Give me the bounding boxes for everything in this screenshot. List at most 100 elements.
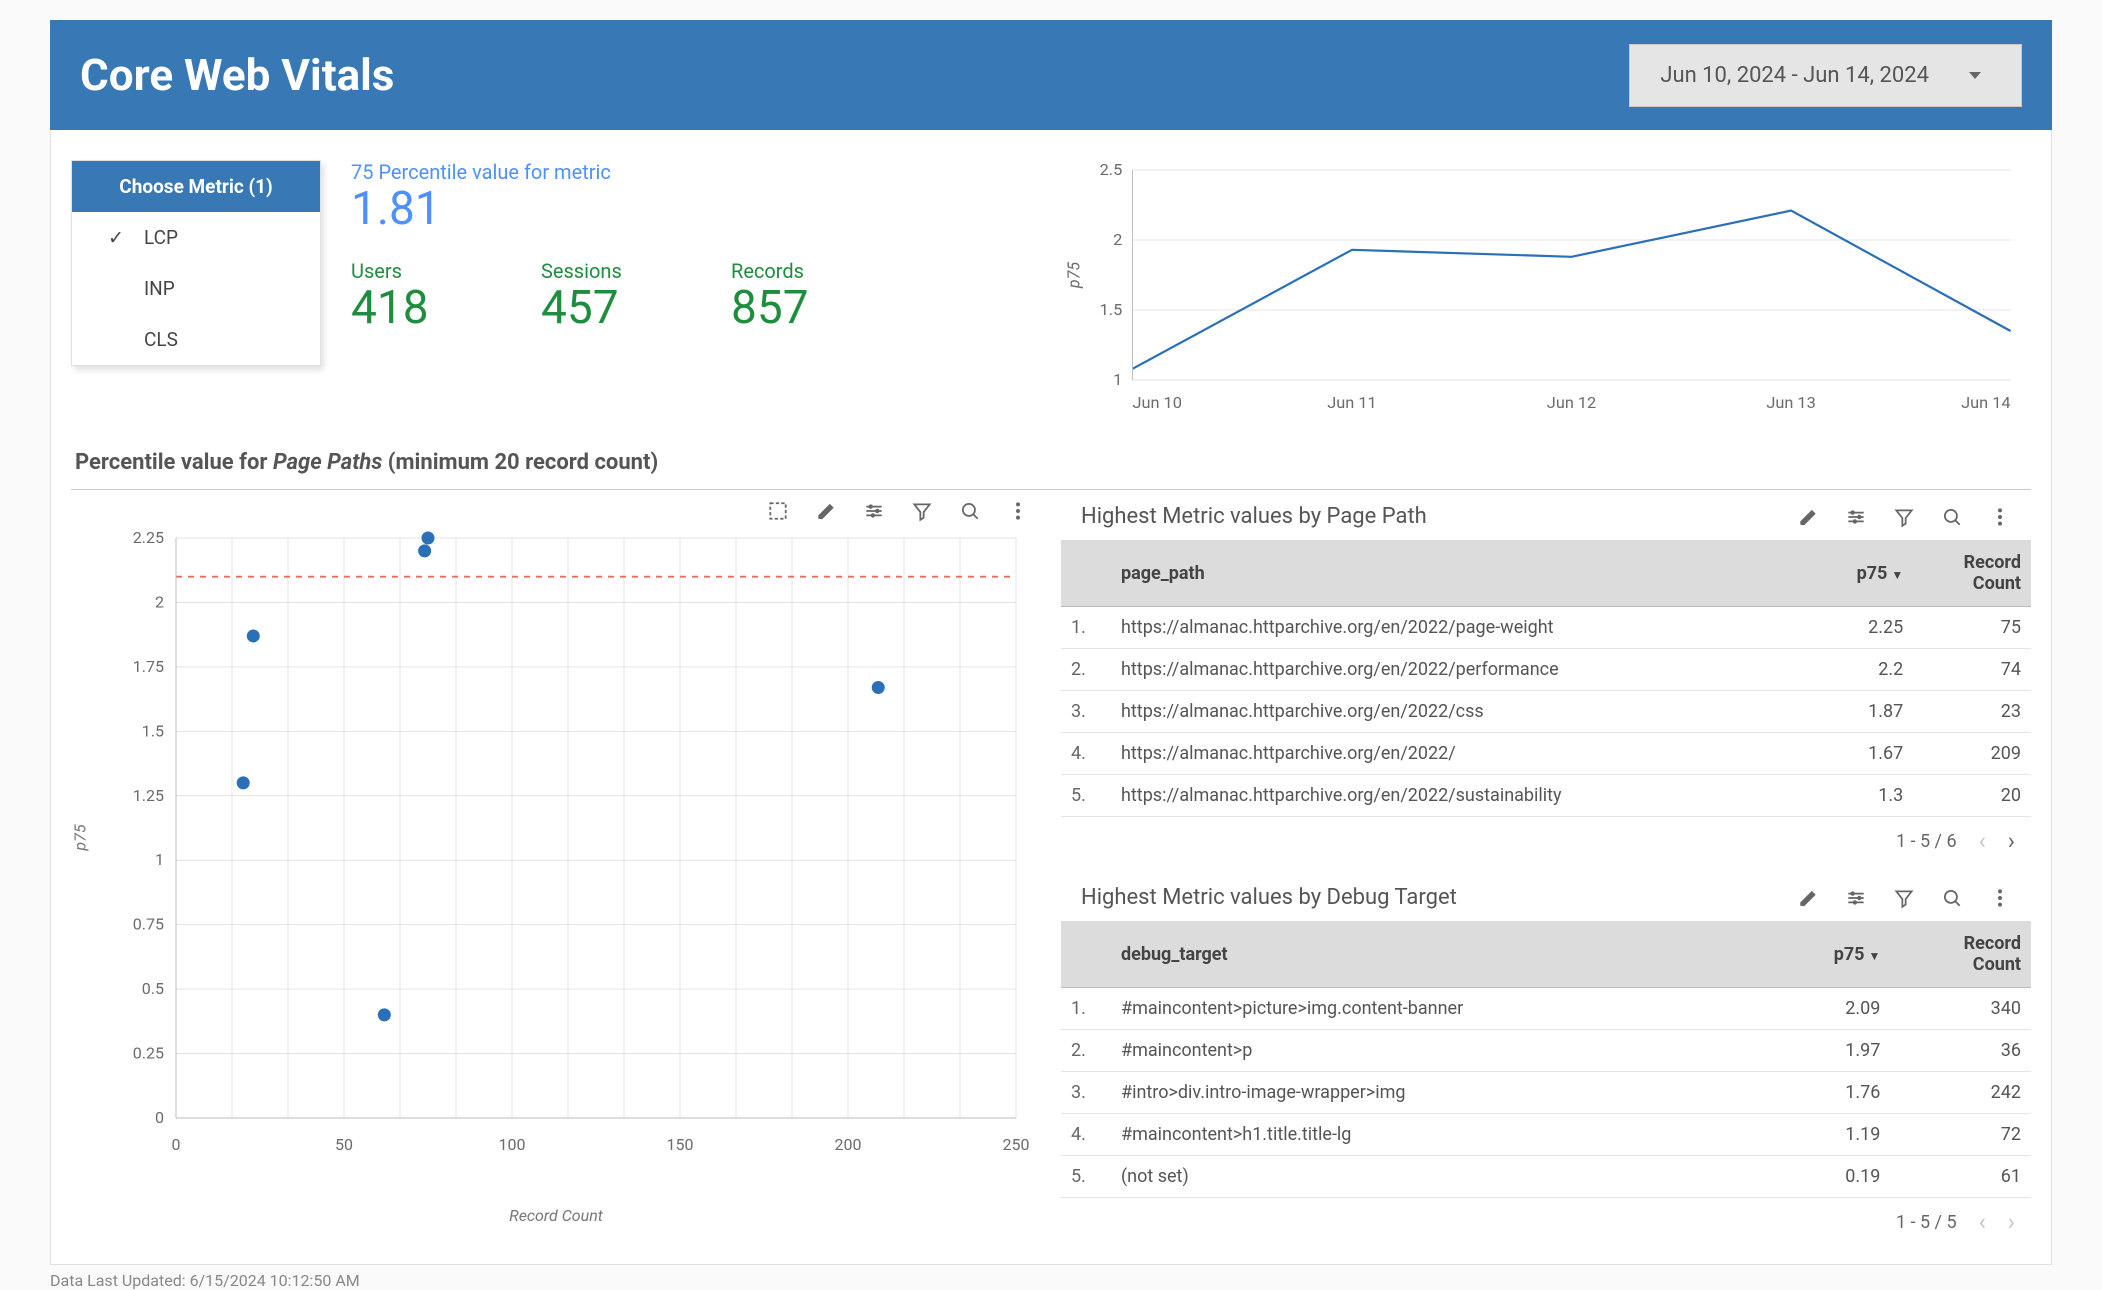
cell: 72	[1890, 1114, 2031, 1156]
zoom-icon[interactable]	[1941, 887, 1963, 909]
metric-option-label: INP	[144, 277, 175, 300]
chevron-down-icon	[1969, 72, 1981, 79]
svg-text:2.25: 2.25	[133, 528, 164, 547]
edit-icon[interactable]	[1797, 887, 1819, 909]
row-index: 5.	[1061, 775, 1111, 817]
metric-option-cls[interactable]: CLS	[72, 314, 320, 365]
pager-prev-button: ‹	[1979, 1208, 1986, 1236]
more-icon[interactable]	[1007, 500, 1029, 522]
cell: 61	[1890, 1156, 2031, 1198]
scatter-chart: 05010015020025000.250.50.7511.251.51.752…	[71, 528, 1041, 1208]
table-row[interactable]: 3.#intro>div.intro-image-wrapper>img1.76…	[1061, 1072, 2031, 1114]
svg-text:250: 250	[1003, 1135, 1030, 1154]
svg-text:1.75: 1.75	[133, 657, 164, 676]
svg-text:0.25: 0.25	[133, 1044, 164, 1063]
edit-icon[interactable]	[1797, 506, 1819, 528]
filter-icon[interactable]	[1893, 887, 1915, 909]
cell: https://almanac.httparchive.org/en/2022/…	[1111, 649, 1812, 691]
row-index: 4.	[1061, 1114, 1111, 1156]
svg-text:Jun 12: Jun 12	[1547, 393, 1596, 412]
scatter-x-axis-label: Record Count	[71, 1206, 1041, 1225]
cell: https://almanac.httparchive.org/en/2022/	[1111, 733, 1812, 775]
table-target-pager: 1 - 5 / 5 ‹ ›	[1061, 1198, 2031, 1254]
cell: 20	[1913, 775, 2031, 817]
records-value: 857	[731, 283, 921, 334]
section-title-em: Page Paths	[273, 450, 382, 475]
svg-text:Jun 13: Jun 13	[1766, 393, 1815, 412]
cell: 1.19	[1769, 1114, 1890, 1156]
svg-text:Jun 11: Jun 11	[1327, 393, 1376, 412]
table-row[interactable]: 5.(not set)0.1961	[1061, 1156, 2031, 1198]
column-header[interactable]: p75▼	[1812, 540, 1913, 607]
users-value: 418	[351, 283, 541, 334]
svg-text:p75: p75	[1064, 262, 1083, 289]
date-range-label: Jun 10, 2024 - Jun 14, 2024	[1660, 63, 1929, 88]
table-row[interactable]: 4.#maincontent>h1.title.title-lg1.1972	[1061, 1114, 2031, 1156]
metric-option-inp[interactable]: INP	[72, 263, 320, 314]
table-debug-target: Highest Metric values by Debug Target de…	[1061, 879, 2031, 1254]
more-icon[interactable]	[1989, 506, 2011, 528]
row-index: 3.	[1061, 691, 1111, 733]
metric-selector-header: Choose Metric (1)	[72, 161, 320, 212]
tune-icon[interactable]	[1845, 506, 1867, 528]
kpi-block: Choose Metric (1) ✓LCP INP CLS 75 Percenti…	[71, 160, 1041, 366]
cell: 242	[1890, 1072, 2031, 1114]
scatter-y-axis-label: p75	[71, 824, 90, 850]
cell: https://almanac.httparchive.org/en/2022/…	[1111, 691, 1812, 733]
users-label: Users	[351, 259, 541, 283]
zoom-icon[interactable]	[959, 500, 981, 522]
column-header[interactable]: debug_target	[1111, 921, 1769, 988]
section-title-prefix: Percentile value for	[75, 450, 273, 475]
table-row[interactable]: 2.#maincontent>p1.9736	[1061, 1030, 2031, 1072]
cell: 36	[1890, 1030, 2031, 1072]
footer-updated: Data Last Updated: 6/15/2024 10:12:50 AM	[50, 1271, 2052, 1290]
cell: 23	[1913, 691, 2031, 733]
metric-selector: Choose Metric (1) ✓LCP INP CLS	[71, 160, 321, 366]
cell: 2.25	[1812, 607, 1913, 649]
svg-text:1: 1	[155, 850, 164, 869]
table-row[interactable]: 4.https://almanac.httparchive.org/en/202…	[1061, 733, 2031, 775]
cell: 0.19	[1769, 1156, 1890, 1198]
sessions-value: 457	[541, 283, 731, 334]
filter-icon[interactable]	[1893, 506, 1915, 528]
table-page-pager: 1 - 5 / 6 ‹ ›	[1061, 817, 2031, 873]
table-row[interactable]: 3.https://almanac.httparchive.org/en/202…	[1061, 691, 2031, 733]
pager-next-button[interactable]: ›	[2008, 827, 2015, 855]
sessions-label: Sessions	[541, 259, 731, 283]
tune-icon[interactable]	[1845, 887, 1867, 909]
cell: #maincontent>picture>img.content-banner	[1111, 988, 1769, 1030]
cell: 75	[1913, 607, 2031, 649]
column-header[interactable]: page_path	[1111, 540, 1812, 607]
svg-text:100: 100	[499, 1135, 526, 1154]
row-index: 2.	[1061, 649, 1111, 691]
zoom-icon[interactable]	[1941, 506, 1963, 528]
row-index: 1.	[1061, 607, 1111, 649]
filter-icon[interactable]	[911, 500, 933, 522]
section-title: Percentile value for Page Paths (minimum…	[75, 450, 2031, 475]
column-header[interactable]: p75▼	[1769, 921, 1890, 988]
percentile-label: 75 Percentile value for metric	[351, 160, 921, 184]
edit-icon[interactable]	[815, 500, 837, 522]
svg-text:1.5: 1.5	[142, 721, 164, 740]
metric-option-label: CLS	[144, 328, 178, 351]
column-header[interactable]: RecordCount	[1890, 921, 2031, 988]
tune-icon[interactable]	[863, 500, 885, 522]
column-header[interactable]: RecordCount	[1913, 540, 2031, 607]
metric-option-lcp[interactable]: ✓LCP	[72, 212, 320, 263]
svg-text:2: 2	[155, 592, 164, 611]
table-row[interactable]: 1.https://almanac.httparchive.org/en/202…	[1061, 607, 2031, 649]
cell: 1.97	[1769, 1030, 1890, 1072]
page-title: Core Web Vitals	[80, 49, 394, 101]
table-row[interactable]: 5.https://almanac.httparchive.org/en/202…	[1061, 775, 2031, 817]
p75-line-chart: 11.522.5Jun 10Jun 11Jun 12Jun 13Jun 14p7…	[1061, 160, 2031, 420]
svg-text:0: 0	[172, 1135, 181, 1154]
row-index: 4.	[1061, 733, 1111, 775]
date-range-picker[interactable]: Jun 10, 2024 - Jun 14, 2024	[1629, 44, 2022, 107]
table-row[interactable]: 2.https://almanac.httparchive.org/en/202…	[1061, 649, 2031, 691]
cell: #maincontent>h1.title.title-lg	[1111, 1114, 1769, 1156]
select-icon[interactable]	[767, 500, 789, 522]
svg-text:1.5: 1.5	[1100, 300, 1123, 319]
more-icon[interactable]	[1989, 887, 2011, 909]
metric-option-label: LCP	[144, 226, 178, 249]
table-row[interactable]: 1.#maincontent>picture>img.content-banne…	[1061, 988, 2031, 1030]
